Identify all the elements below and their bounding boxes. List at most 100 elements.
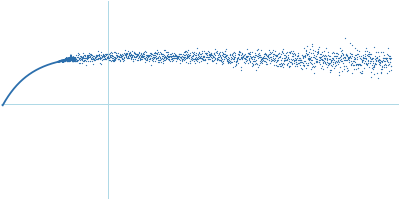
Point <box>282 58 289 62</box>
Point <box>224 53 230 56</box>
Point <box>372 55 378 58</box>
Point <box>106 53 113 56</box>
Point <box>218 59 224 63</box>
Point <box>276 52 282 55</box>
Point <box>336 71 342 74</box>
Point <box>182 50 188 53</box>
Point <box>204 56 210 59</box>
Point <box>385 46 392 50</box>
Point <box>143 58 150 61</box>
Point <box>116 57 122 60</box>
Point <box>152 51 159 54</box>
Point <box>348 72 355 75</box>
Point <box>75 53 81 56</box>
Point <box>175 56 181 60</box>
Point <box>132 53 139 56</box>
Point <box>302 66 309 69</box>
Point <box>260 56 266 59</box>
Point <box>297 63 304 66</box>
Point <box>134 55 140 58</box>
Point <box>142 58 148 61</box>
Point <box>93 54 100 57</box>
Point <box>144 58 151 61</box>
Point <box>234 56 240 59</box>
Point <box>347 62 354 65</box>
Point <box>383 66 389 69</box>
Point <box>153 51 159 54</box>
Point <box>368 57 375 60</box>
Point <box>156 54 162 58</box>
Point <box>305 58 312 62</box>
Point <box>379 67 386 70</box>
Point <box>180 57 186 60</box>
Point <box>190 54 197 57</box>
Point <box>177 56 183 59</box>
Point <box>294 63 300 66</box>
Point <box>186 52 193 55</box>
Point <box>120 53 126 56</box>
Point <box>113 56 120 59</box>
Point <box>298 60 304 63</box>
Point <box>267 52 274 55</box>
Point <box>238 69 244 72</box>
Point <box>354 63 360 66</box>
Point <box>306 50 312 54</box>
Point <box>212 57 218 60</box>
Point <box>176 53 182 56</box>
Point <box>108 55 114 59</box>
Point <box>374 57 380 60</box>
Point <box>386 69 392 72</box>
Point <box>197 53 203 56</box>
Point <box>109 54 116 57</box>
Point <box>188 55 194 58</box>
Point <box>195 53 201 56</box>
Point <box>252 59 258 62</box>
Point <box>375 58 381 62</box>
Point <box>140 55 146 58</box>
Point <box>119 58 126 61</box>
Point <box>77 58 84 61</box>
Point <box>79 55 85 58</box>
Point <box>332 63 339 66</box>
Point <box>250 56 257 59</box>
Point <box>364 55 371 58</box>
Point <box>235 52 241 55</box>
Point <box>146 54 152 58</box>
Point <box>272 49 278 52</box>
Point <box>143 54 149 57</box>
Point <box>121 55 127 58</box>
Point <box>300 47 307 50</box>
Point <box>228 57 235 60</box>
Point <box>239 57 245 60</box>
Point <box>181 57 188 60</box>
Point <box>364 49 370 52</box>
Point <box>208 52 214 55</box>
Point <box>382 62 388 65</box>
Point <box>74 55 81 58</box>
Point <box>206 53 213 57</box>
Point <box>110 57 116 60</box>
Point <box>290 59 297 62</box>
Point <box>191 50 197 53</box>
Point <box>198 56 204 59</box>
Point <box>304 52 311 55</box>
Point <box>333 54 339 57</box>
Point <box>143 55 149 59</box>
Point <box>189 57 195 60</box>
Point <box>244 58 250 61</box>
Point <box>203 52 210 55</box>
Point <box>285 53 292 57</box>
Point <box>122 52 128 55</box>
Point <box>213 61 220 64</box>
Point <box>112 57 119 60</box>
Point <box>310 71 317 74</box>
Point <box>301 63 308 66</box>
Point <box>334 60 341 63</box>
Point <box>232 65 238 68</box>
Point <box>157 59 164 62</box>
Point <box>154 59 161 62</box>
Point <box>269 59 276 62</box>
Point <box>204 54 210 57</box>
Point <box>370 72 377 76</box>
Point <box>207 54 213 57</box>
